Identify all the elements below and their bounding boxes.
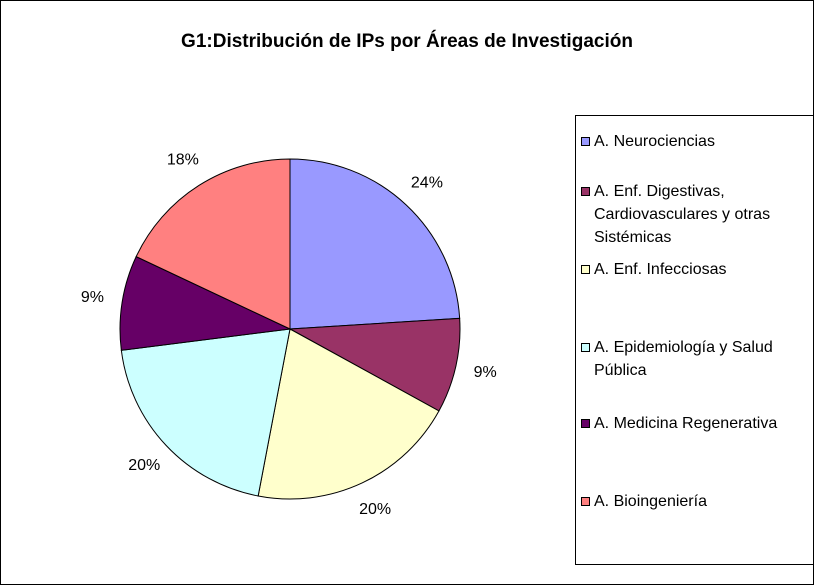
legend-label: A. Enf. Infecciosas (594, 261, 727, 278)
legend-entry: A. Epidemiología y Salud Pública (581, 336, 813, 382)
pie-slice (257, 328, 440, 500)
legend-swatch (581, 419, 590, 428)
legend-label: A. Enf. Digestivas, Cardiovasculares y o… (594, 183, 771, 246)
legend-label: A. Neurociencias (594, 133, 715, 150)
data-label: 20% (359, 501, 391, 518)
legend-label: A. Epidemiología y Salud Pública (594, 339, 773, 379)
legend-entry: A. Enf. Infecciosas (581, 258, 813, 281)
legend-entry: A. Medicina Regenerativa (581, 412, 813, 435)
legend-swatch (581, 137, 590, 146)
pie-slice (289, 158, 461, 330)
data-label: 9% (474, 364, 497, 381)
chart-title: G1:Distribución de IPs por Áreas de Inve… (181, 30, 633, 52)
legend-swatch (581, 343, 590, 352)
data-label: 18% (167, 151, 199, 168)
legend-swatch (581, 497, 590, 506)
pie-slice (135, 158, 291, 330)
legend-label: A. Medicina Regenerativa (594, 415, 778, 432)
legend-entry: A. Bioingeniería (581, 490, 813, 513)
legend-entry: A. Neurociencias (581, 130, 813, 153)
legend-entry: A. Enf. Digestivas, Cardiovasculares y o… (581, 180, 813, 249)
legend-swatch (581, 187, 590, 196)
pie-slice (288, 317, 461, 412)
data-label: 20% (128, 457, 160, 474)
legend-swatch (581, 265, 590, 274)
pie-slice (119, 255, 292, 351)
legend: A. Neurociencias A. Enf. Digestivas, Card… (575, 115, 814, 565)
data-label: 24% (411, 174, 443, 191)
data-label: 9% (81, 289, 104, 306)
legend-label: A. Bioingeniería (594, 493, 707, 510)
pie-slice (120, 328, 291, 497)
